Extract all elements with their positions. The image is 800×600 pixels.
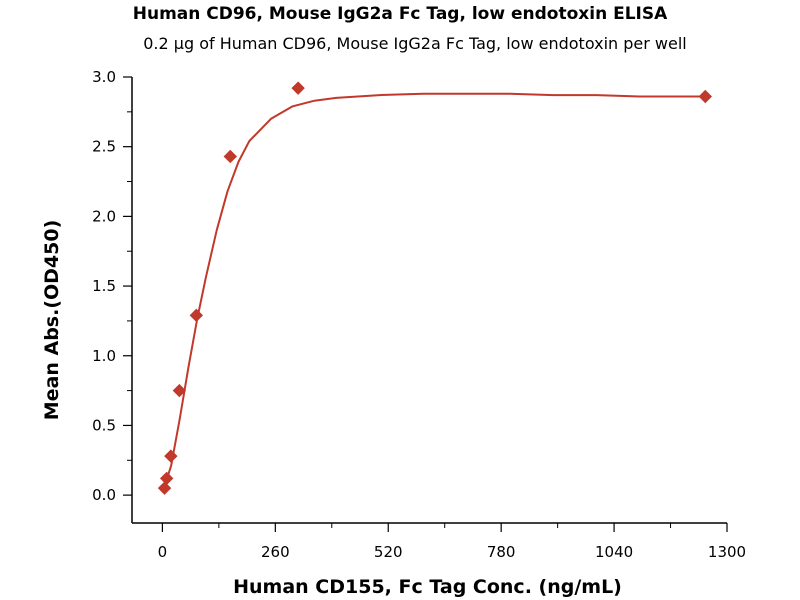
data-point — [159, 471, 174, 486]
y-tick-label: 3.0 — [92, 68, 116, 86]
y-tick-label: 2.0 — [92, 207, 116, 225]
axes — [131, 77, 727, 524]
x-axis-title: Human CD155, Fc Tag Conc. (ng/mL) — [233, 576, 622, 598]
fit-curve-group — [161, 92, 706, 493]
chart-subtitle: 0.2 µg of Human CD96, Mouse IgG2a Fc Tag… — [143, 34, 687, 53]
fit-curve — [161, 92, 706, 493]
data-point — [698, 89, 712, 104]
x-tick-label: 780 — [487, 543, 516, 561]
ticks: 0.0 0.5 1.0 1.5 2.0 2.5 3.0 0 260 520 780 1040 1300 — [92, 68, 746, 561]
y-tick-label: 1.0 — [92, 347, 116, 365]
x-tick-label: 1300 — [708, 543, 746, 561]
x-tick-label: 0 — [158, 543, 168, 561]
data-point — [291, 81, 305, 95]
y-tick-label: 0.5 — [92, 416, 116, 434]
data-point — [189, 308, 204, 323]
x-tick-label: 1040 — [595, 543, 633, 561]
y-axis-title: Mean Abs.(OD450) — [41, 220, 63, 421]
data-points — [157, 81, 712, 495]
data-point — [157, 481, 172, 495]
x-tick-label: 520 — [374, 543, 403, 561]
data-point — [164, 449, 178, 463]
chart-title: Human CD96, Mouse IgG2a Fc Tag, low endo… — [132, 4, 668, 24]
y-tick-label: 1.5 — [92, 277, 116, 295]
y-tick-label: 2.5 — [92, 138, 116, 156]
data-point — [223, 149, 237, 164]
x-tick-label: 260 — [261, 543, 290, 561]
data-point — [172, 383, 187, 398]
y-tick-label: 0.0 — [92, 486, 116, 504]
